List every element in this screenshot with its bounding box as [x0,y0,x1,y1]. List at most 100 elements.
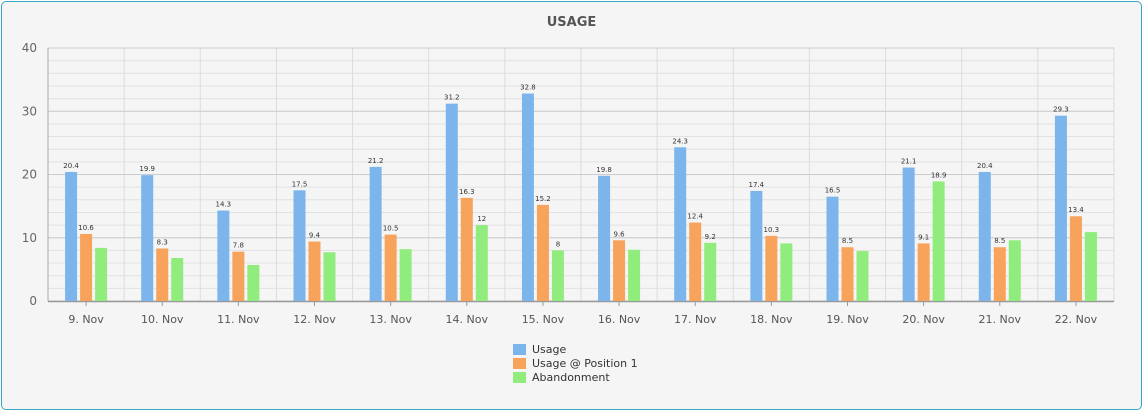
x-tick-label: 19. Nov [826,313,869,326]
data-label: 12 [477,215,486,223]
y-tick-label: 10 [22,231,37,245]
data-label: 15.2 [535,195,551,203]
bar-0-6 [521,93,534,301]
data-label: 16.5 [825,187,841,195]
bar-0-1 [141,175,154,301]
legend-item-usage[interactable]: Usage [513,342,638,356]
data-label: 10.5 [383,225,399,233]
bar-0-4 [369,166,382,301]
legend-label-usage: Usage [532,342,567,356]
x-tick-label: 22. Nov [1055,313,1098,326]
bar-1-2 [232,251,245,301]
bar-0-3 [293,190,306,301]
x-tick-label: 9. Nov [68,313,104,326]
bar-0-7 [598,175,611,301]
bar-1-1 [156,248,169,301]
bar-2-11 [932,181,945,301]
legend-item-usage-position-1[interactable]: Usage @ Position 1 [513,356,638,370]
data-label: 19.9 [139,165,155,173]
bar-2-5 [475,225,488,301]
legend-swatch-usage [513,343,526,355]
data-label: 10.3 [764,226,780,234]
x-tick-label: 17. Nov [674,313,717,326]
data-label: 10.6 [78,224,94,232]
data-label: 32.8 [520,84,536,92]
data-label: 12.4 [687,213,703,221]
bar-1-12 [993,247,1006,301]
data-label: 9.6 [614,230,626,238]
legend-label-usage-position-1: Usage @ Position 1 [532,356,638,370]
bar-2-6 [551,250,564,301]
bar-2-10 [856,251,869,301]
bar-2-9 [780,243,793,301]
x-tick-label: 13. Nov [369,313,412,326]
y-tick-label: 30 [22,104,37,118]
bar-1-8 [689,222,702,301]
data-label: 21.2 [368,157,384,165]
bar-0-10 [826,196,839,301]
x-tick-label: 12. Nov [293,313,336,326]
data-label: 8.5 [994,237,1005,245]
legend-swatch-abandonment [513,371,526,383]
data-label: 8.3 [157,239,168,247]
y-tick-label: 0 [29,294,37,308]
bar-2-4 [399,249,412,301]
x-tick-label: 14. Nov [446,313,489,326]
data-label: 17.5 [292,180,308,188]
bar-2-2 [247,264,260,301]
bar-1-4 [384,234,397,301]
bar-2-1 [171,257,184,301]
x-tick-label: 18. Nov [750,313,793,326]
data-label: 13.4 [1068,206,1084,214]
data-label: 8 [556,240,560,248]
legend-item-abandonment[interactable]: Abandonment [513,370,638,384]
bar-0-5 [445,103,458,301]
data-label: 16.3 [459,188,475,196]
data-label: 24.3 [672,137,688,145]
bar-1-13 [1069,216,1082,301]
bar-0-13 [1054,115,1067,302]
data-label: 9.2 [705,233,716,241]
bar-1-10 [841,247,854,301]
x-tick-label: 15. Nov [522,313,565,326]
y-tick-label: 40 [22,41,37,55]
data-label: 21.1 [901,158,917,166]
bar-2-12 [1008,240,1021,301]
bar-2-7 [628,249,641,301]
bar-0-0 [65,171,78,301]
chart-legend: Usage Usage @ Position 1 Abandonment [513,342,638,384]
data-label: 19.8 [596,166,612,174]
x-tick-label: 21. Nov [979,313,1022,326]
bar-2-8 [704,242,717,301]
data-label: 7.8 [233,242,244,250]
bar-2-0 [95,247,108,301]
bar-1-0 [80,233,93,301]
bar-0-12 [978,171,991,301]
bar-1-9 [765,235,778,301]
bar-0-9 [750,190,763,301]
bar-1-5 [460,197,473,301]
bar-0-11 [902,167,915,301]
y-tick-label: 20 [22,168,37,182]
data-label: 9.4 [309,232,321,240]
data-label: 18.9 [931,171,947,179]
data-label: 8.5 [842,237,853,245]
data-label: 20.4 [63,162,79,170]
data-label: 31.2 [444,94,460,102]
bar-1-6 [536,204,549,301]
data-label: 9.1 [918,233,929,241]
x-tick-label: 11. Nov [217,313,260,326]
x-tick-label: 16. Nov [598,313,641,326]
bar-0-8 [674,147,687,301]
legend-label-abandonment: Abandonment [532,370,610,384]
bar-2-13 [1084,232,1097,301]
data-label: 29.3 [1053,106,1069,114]
data-label: 14.3 [216,201,232,209]
bar-1-3 [308,241,321,301]
legend-swatch-usage-position-1 [513,357,526,369]
bar-1-11 [917,243,930,301]
bar-1-7 [613,240,626,301]
x-tick-label: 10. Nov [141,313,184,326]
